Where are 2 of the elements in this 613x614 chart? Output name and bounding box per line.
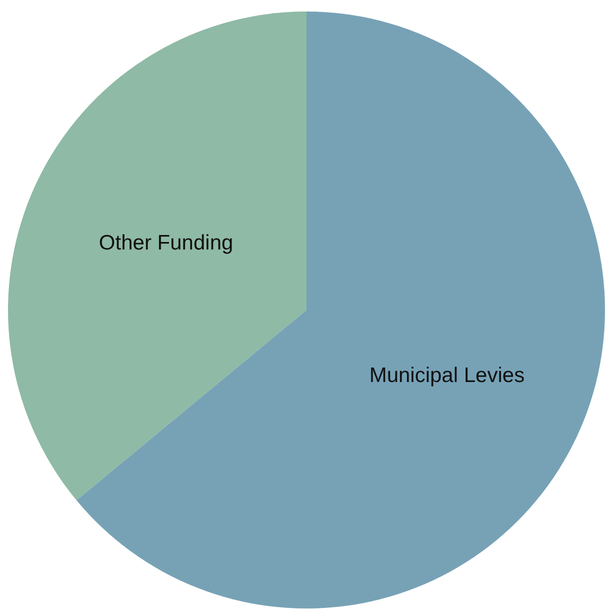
slice-label: Other Funding xyxy=(98,232,234,255)
slice-label: Municipal Levies xyxy=(369,364,525,387)
